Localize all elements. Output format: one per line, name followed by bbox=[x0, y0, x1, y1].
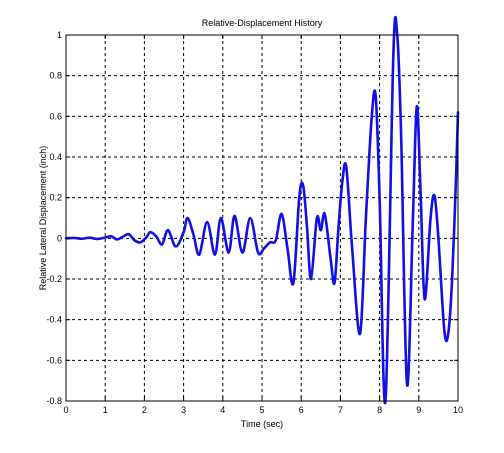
y-tick-label: -0.8 bbox=[46, 396, 62, 406]
x-tick-label: 8 bbox=[377, 405, 382, 415]
x-tick-labels: 0 1 2 3 4 5 6 7 8 9 10 bbox=[63, 405, 463, 415]
x-tick-label: 7 bbox=[338, 405, 343, 415]
x-tick-label: 2 bbox=[142, 405, 147, 415]
chart-title: Relative-Displacement History bbox=[202, 18, 323, 28]
x-tick-label: 1 bbox=[103, 405, 108, 415]
x-tick-label: 0 bbox=[63, 405, 68, 415]
x-axis-title: Time (sec) bbox=[241, 419, 283, 429]
x-tick-label: 10 bbox=[453, 405, 463, 415]
x-tick-label: 5 bbox=[259, 405, 264, 415]
x-tick-label: 4 bbox=[220, 405, 225, 415]
y-tick-label: -0.2 bbox=[46, 274, 62, 284]
y-axis-title: Relative Lateral Displacement (inch) bbox=[38, 146, 48, 291]
tick-marks bbox=[65, 34, 459, 402]
series-layer bbox=[64, 15, 460, 405]
x-tick-label: 9 bbox=[416, 405, 421, 415]
y-tick-label: 0.6 bbox=[49, 111, 62, 121]
y-tick-label: -0.4 bbox=[46, 315, 62, 325]
x-tick-label: 3 bbox=[181, 405, 186, 415]
y-tick-label: -0.6 bbox=[46, 355, 62, 365]
y-tick-label: 0.8 bbox=[49, 71, 62, 81]
y-tick-label: 0.4 bbox=[49, 152, 62, 162]
y-tick-labels: -0.8 -0.6 -0.4 -0.2 0 0.2 0.4 0.6 0.8 1 bbox=[46, 30, 62, 406]
y-tick-label: 1 bbox=[57, 30, 62, 40]
y-tick-label: 0.2 bbox=[49, 193, 62, 203]
displacement-series-line bbox=[64, 15, 460, 405]
y-tick-label: 0 bbox=[57, 233, 62, 243]
x-tick-label: 6 bbox=[299, 405, 304, 415]
